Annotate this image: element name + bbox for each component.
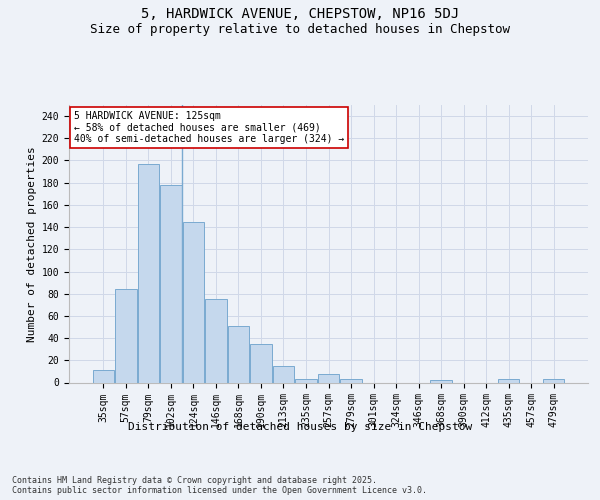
Bar xyxy=(205,299,227,382)
Text: 5 HARDWICK AVENUE: 125sqm
← 58% of detached houses are smaller (469)
40% of semi: 5 HARDWICK AVENUE: 125sqm ← 58% of detac… xyxy=(74,110,344,144)
Bar xyxy=(295,379,317,382)
Text: Size of property relative to detached houses in Chepstow: Size of property relative to detached ho… xyxy=(90,22,510,36)
Text: 5, HARDWICK AVENUE, CHEPSTOW, NP16 5DJ: 5, HARDWICK AVENUE, CHEPSTOW, NP16 5DJ xyxy=(141,8,459,22)
Bar xyxy=(498,379,520,382)
Bar xyxy=(250,344,272,382)
Bar xyxy=(543,379,565,382)
Bar xyxy=(430,380,452,382)
Y-axis label: Number of detached properties: Number of detached properties xyxy=(28,146,37,342)
Bar xyxy=(318,374,339,382)
Bar xyxy=(92,370,114,382)
Text: Distribution of detached houses by size in Chepstow: Distribution of detached houses by size … xyxy=(128,422,472,432)
Bar xyxy=(182,222,204,382)
Bar xyxy=(273,366,294,382)
Bar xyxy=(115,290,137,382)
Bar xyxy=(137,164,159,382)
Text: Contains HM Land Registry data © Crown copyright and database right 2025.
Contai: Contains HM Land Registry data © Crown c… xyxy=(12,476,427,495)
Bar xyxy=(228,326,249,382)
Bar xyxy=(160,185,182,382)
Bar xyxy=(340,379,362,382)
